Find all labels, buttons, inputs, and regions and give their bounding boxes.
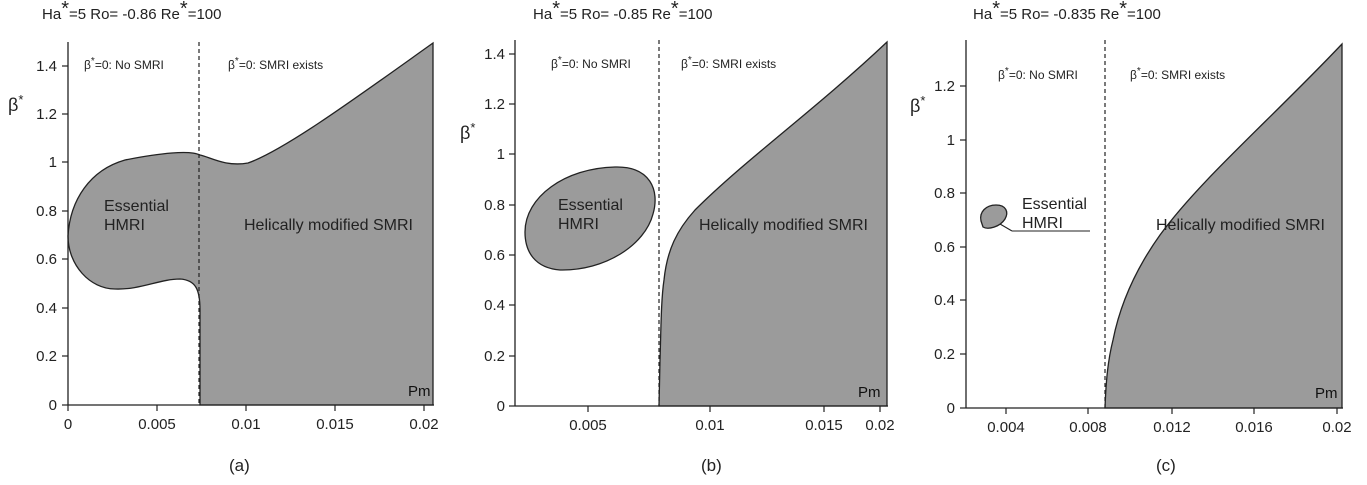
x-tick-label: 0.02 [865,417,894,434]
annotation-smri-exists: β*=0: SMRI exists [228,56,324,72]
panel-b-sublabel: (b) [701,456,722,475]
x-tick-label: 0.008 [1069,419,1107,436]
panel-b-title: Ha*=5 Ro= -0.85 Re*=100 [533,0,713,23]
y-tick-label: 1.2 [934,78,955,95]
x-tick-labels: 0.004 0.008 0.012 0.016 0.02 [987,419,1351,436]
x-tick-label: 0.015 [316,416,354,433]
x-ticks [587,406,881,412]
y-tick-label: 0.6 [36,251,57,268]
annotation-no-smri: β*=0: No SMRI [84,56,164,72]
x-tick-label: 0.005 [138,416,176,433]
x-tick-label: 0.015 [805,417,843,434]
y-tick-label: 0.4 [934,292,955,309]
panel-c-title: Ha*=5 Ro= -0.835 Re*=100 [973,0,1161,23]
x-tick-label: 0.016 [1235,419,1273,436]
x-tick-label: 0.005 [569,417,607,434]
x-tick-label: 0.01 [695,417,724,434]
y-tick-labels: 0 0.2 0.4 0.6 0.8 1 1.2 1.4 [484,46,505,415]
y-tick-label: 0.6 [934,239,955,256]
chart-a-region [67,41,434,406]
annotation-smri-exists: β*=0: SMRI exists [1130,66,1226,82]
x-axis-label: Pm [858,384,881,401]
y-tick-label: 0.8 [484,197,505,214]
x-tick-label: 0.004 [987,419,1025,436]
x-tick-label: 0.02 [409,416,438,433]
chart-b-svg: 0 0.2 0.4 0.6 0.8 1 1.2 1.4 0.005 0.01 0… [484,40,895,434]
x-tick-labels: 0 0.005 0.01 0.015 0.02 [64,416,439,433]
label-essential-hmri: Essential HMRI [1022,196,1087,232]
y-ticks [509,53,515,407]
y-tick-label: 1.2 [484,96,505,113]
panel-c-sublabel: (c) [1156,456,1176,475]
y-tick-label: 0.2 [484,348,505,365]
hmri-pointer [999,223,1013,232]
x-tick-label: 0 [64,416,72,433]
annotation-no-smri: β*=0: No SMRI [551,55,631,71]
x-tick-labels: 0.005 0.01 0.015 0.02 [569,417,894,434]
y-tick-label: 1.4 [36,58,57,75]
label-essential-hmri: Essential HMRI [558,197,623,233]
axes [67,42,434,406]
x-tick-label: 0.012 [1153,419,1191,436]
y-tick-labels: 0 0.2 0.4 0.6 0.8 1 1.2 1.4 [36,58,57,414]
y-tick-label: 0.6 [484,247,505,264]
y-tick-label: 0.8 [36,203,57,220]
panel-a: Ha*=5 Ro= -0.86 Re*=100 β* 0 0.2 0.4 0.6… [0,0,455,485]
y-axis-label: β* [910,93,926,116]
chart-c-region [1104,42,1343,409]
y-tick-label: 0.8 [934,185,955,202]
x-tick-label: 0.01 [231,416,260,433]
annotation-smri-exists: β*=0: SMRI exists [681,55,777,71]
label-helical-smri: Helically modified SMRI [1156,217,1325,234]
panel-c: Ha*=5 Ro= -0.835 Re*=100 β* 0 0.2 0.4 0.… [910,0,1367,485]
panel-a-sublabel: (a) [229,456,250,475]
label-essential-hmri: Essential HMRI [104,198,169,234]
y-ticks [62,65,68,406]
x-tick-label: 0.02 [1322,419,1351,436]
y-tick-label: 0.4 [484,297,505,314]
y-tick-label: 0.2 [36,348,57,365]
y-tick-label: 0 [497,398,505,415]
y-tick-label: 1.2 [36,106,57,123]
x-ticks [67,405,425,411]
y-tick-label: 1 [497,146,505,163]
chart-b-island [524,166,656,271]
x-axis-label: Pm [1315,385,1338,402]
y-tick-labels: 0 0.2 0.4 0.6 0.8 1 1.2 [934,78,955,417]
y-tick-label: 1 [49,154,57,171]
y-axis-label: β* [460,120,476,143]
chart-a-svg: 0 0.2 0.4 0.6 0.8 1 1.2 1.4 0 0.005 0.01… [36,41,439,433]
y-ticks [960,85,966,409]
panel-b: Ha*=5 Ro= -0.85 Re*=100 β* 0 0.2 0.4 0.6… [455,0,910,485]
label-helical-smri: Helically modified SMRI [699,217,868,234]
chart-b-region [658,40,888,407]
y-tick-label: 1.4 [484,46,505,63]
annotation-no-smri: β*=0: No SMRI [998,66,1078,82]
y-axis-label: β* [8,92,24,115]
y-tick-label: 0 [947,400,955,417]
chart-c-island [980,204,1008,229]
y-tick-label: 1 [947,132,955,149]
y-tick-label: 0 [49,397,57,414]
panel-a-title: Ha*=5 Ro= -0.86 Re*=100 [42,0,222,23]
x-axis-label: Pm [408,383,431,400]
axes [514,40,888,407]
y-tick-label: 0.2 [934,346,955,363]
x-ticks [1005,408,1338,414]
axes [965,40,1343,409]
label-helical-smri: Helically modified SMRI [244,217,413,234]
y-tick-label: 0.4 [36,300,57,317]
chart-c-svg: 0 0.2 0.4 0.6 0.8 1 1.2 0.004 0.008 0.01… [934,40,1352,436]
